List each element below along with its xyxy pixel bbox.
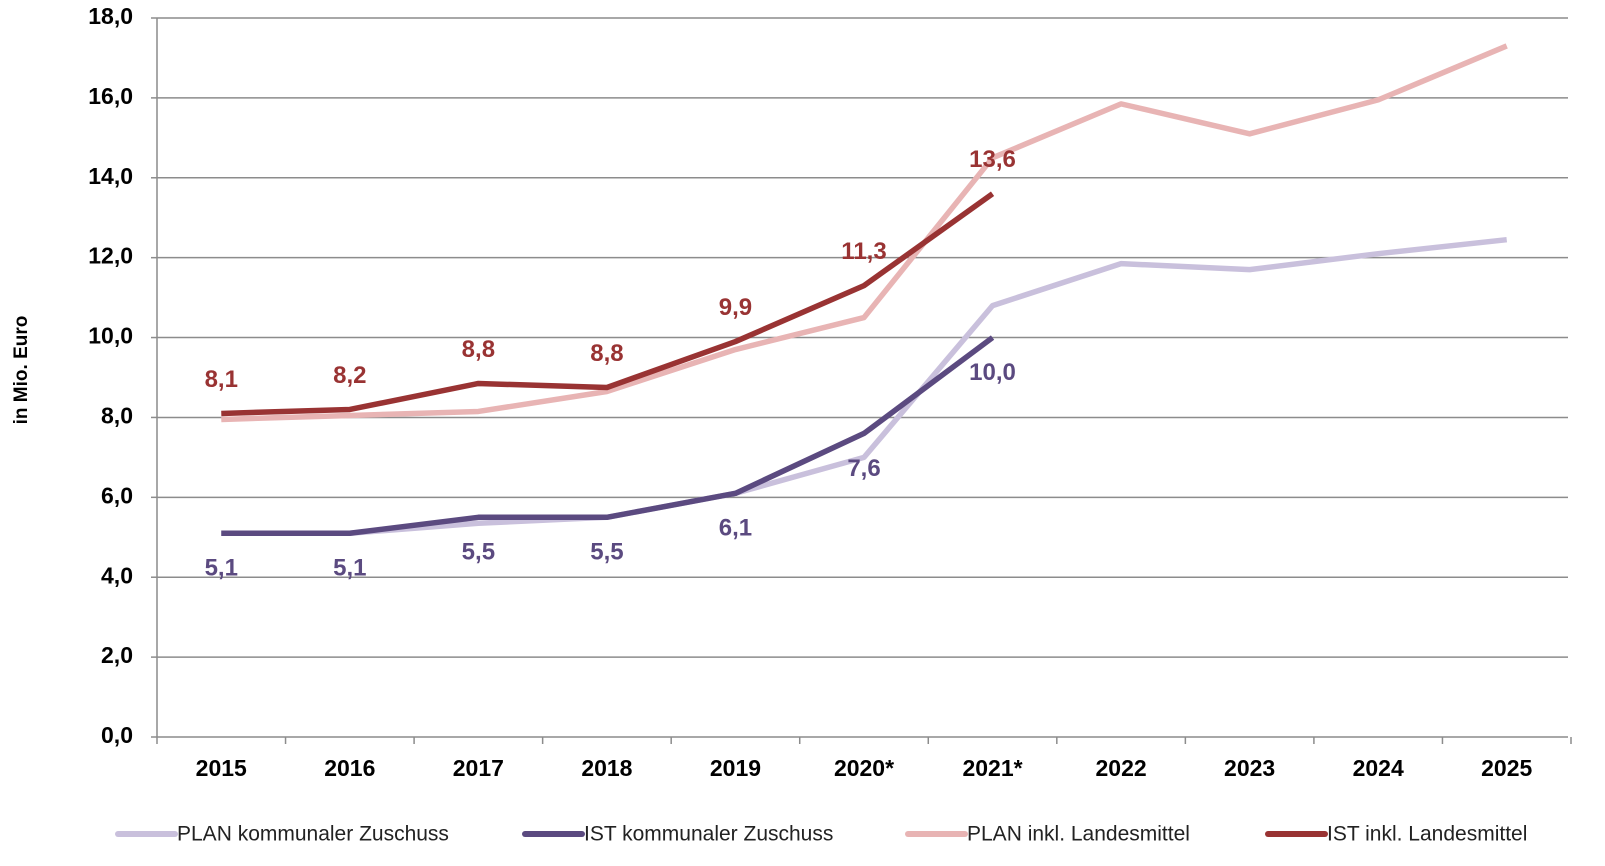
x-tick-label: 2025: [1481, 755, 1532, 781]
legend-label: IST inkl. Landesmittel: [1327, 823, 1527, 846]
y-tick-label: 6,0: [101, 482, 133, 508]
data-label: 5,5: [462, 539, 495, 566]
x-tick-label: 2021*: [962, 755, 1022, 781]
legend-label: PLAN kommunaler Zuschuss: [177, 823, 449, 846]
y-axis-label: in Mio. Euro: [11, 316, 32, 425]
data-label: 9,9: [719, 294, 752, 321]
series-line: [221, 43, 1508, 423]
x-tick-label: 2023: [1224, 755, 1275, 781]
x-tick-label: 2022: [1096, 755, 1147, 781]
data-label: 8,1: [205, 366, 238, 393]
data-label: 8,8: [462, 336, 495, 363]
data-label: 5,5: [590, 539, 623, 566]
x-tick-label: 2016: [324, 755, 375, 781]
y-tick-label: 2,0: [101, 642, 133, 668]
y-tick-label: 10,0: [88, 323, 133, 349]
series-line: [221, 335, 995, 537]
x-tick-label: 2017: [453, 755, 504, 781]
y-tick-label: 16,0: [88, 83, 133, 109]
y-tick-label: 14,0: [88, 163, 133, 189]
data-label: 8,8: [590, 340, 623, 367]
data-label: 6,1: [719, 515, 752, 542]
x-tick-label: 2019: [710, 755, 761, 781]
x-tick-label: 2024: [1353, 755, 1404, 781]
x-tick-label: 2020*: [834, 755, 894, 781]
x-tick-label: 2015: [196, 755, 247, 781]
data-label: 13,6: [969, 146, 1016, 173]
data-label: 7,6: [847, 455, 880, 482]
legend-label: PLAN inkl. Landesmittel: [967, 823, 1190, 846]
legend-label: IST kommunaler Zuschuss: [584, 823, 833, 846]
y-tick-label: 4,0: [101, 562, 133, 588]
data-label: 11,3: [841, 238, 886, 265]
y-tick-label: 0,0: [101, 722, 133, 748]
data-label: 5,1: [205, 555, 238, 582]
y-tick-label: 8,0: [101, 403, 133, 429]
data-label: 5,1: [333, 555, 366, 582]
data-label: 10,0: [969, 359, 1016, 386]
x-tick-label: 2018: [581, 755, 632, 781]
series-line: [221, 236, 1508, 537]
y-tick-label: 18,0: [88, 3, 133, 29]
y-tick-label: 12,0: [88, 243, 133, 269]
data-label: 8,2: [333, 362, 366, 389]
series-line: [221, 191, 995, 417]
